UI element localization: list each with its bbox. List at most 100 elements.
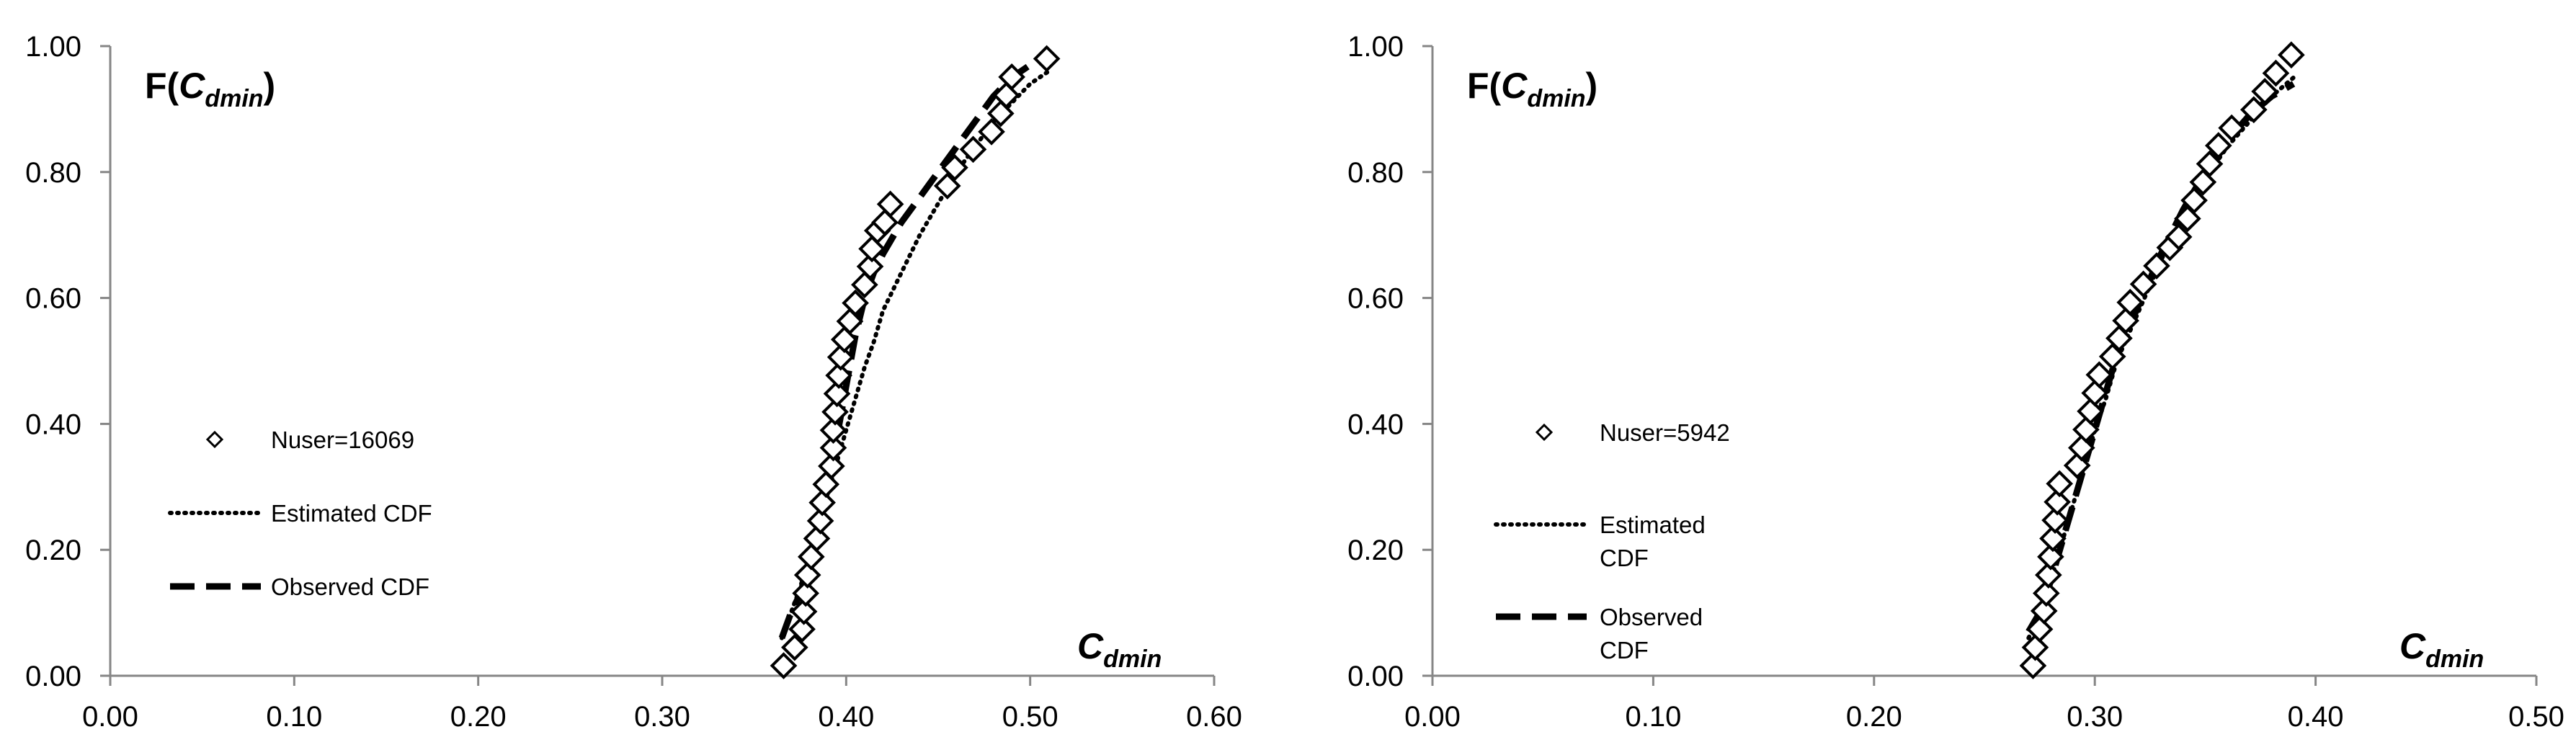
y-axis-title-y-title-var: C — [179, 66, 205, 106]
legend-label: Observed — [1600, 604, 1703, 630]
y-tick-label: 0.40 — [1347, 408, 1404, 440]
y-tick-label: 0.00 — [1347, 661, 1404, 692]
data-point — [842, 289, 869, 317]
legend-marker-diamond — [205, 430, 224, 449]
data-point — [998, 63, 1025, 91]
y-axis-title: F(Cdmin) — [145, 66, 275, 112]
data-point — [2085, 361, 2113, 389]
y-axis-title-y-title-suffix: ) — [1586, 66, 1598, 106]
legend-label: Nuser=16069 — [271, 426, 414, 453]
x-tick-label: 0.10 — [1625, 701, 1681, 733]
y-axis-title-y-title-prefix: F( — [145, 66, 179, 106]
y-tick-label: 0.40 — [25, 408, 81, 440]
y-axis-title-y-title-sub: dmin — [205, 85, 263, 112]
data-point — [2239, 96, 2268, 124]
data-point — [806, 507, 834, 535]
legend-label: Estimated CDF — [271, 500, 432, 527]
data-point — [2262, 59, 2290, 87]
x-tick-label: 0.40 — [818, 701, 874, 733]
x-tick-label: 0.00 — [1404, 701, 1461, 733]
y-tick-label: 0.80 — [1347, 157, 1404, 189]
x-axis-title-x-title-sub: dmin — [1103, 645, 1162, 673]
legend-label: CDF — [1600, 637, 1649, 664]
x-tick-label: 0.00 — [82, 701, 138, 733]
data-point — [978, 118, 1005, 146]
x-tick-label: 0.30 — [2067, 701, 2123, 733]
data-point — [2021, 633, 2049, 661]
y-tick-label: 0.20 — [1347, 535, 1404, 566]
x-tick-label: 0.50 — [1002, 701, 1059, 733]
data-point — [788, 615, 816, 643]
chart-left: 0.00 0.10 0.20 0.30 0.40 0.50 0.60 0.00 0.20 0.40… — [25, 31, 1242, 733]
data-point — [2116, 288, 2144, 316]
x-tick-label: 0.30 — [634, 701, 690, 733]
data-point — [821, 398, 849, 426]
data-point — [2044, 488, 2071, 516]
y-tick-label: 1.00 — [25, 31, 81, 63]
data-point — [781, 633, 808, 661]
y-tick-label: 0.60 — [1347, 283, 1404, 315]
data-point — [818, 452, 845, 480]
y-axis-title-y-title-suffix: ) — [264, 66, 276, 106]
data-point — [2112, 307, 2139, 334]
data-point — [2025, 615, 2054, 643]
data-point — [819, 434, 847, 462]
data-point — [2129, 270, 2157, 298]
x-tick-label: 0.50 — [2508, 701, 2564, 733]
data-point — [2019, 652, 2047, 679]
x-tick-label: 0.60 — [1186, 701, 1242, 733]
data-point — [2196, 150, 2224, 178]
x-tick-label: 0.20 — [1846, 701, 1902, 733]
x-axis-title: Cdmin — [1077, 626, 1162, 673]
x-axis-title: Cdmin — [2399, 626, 2484, 673]
data-point — [823, 380, 851, 408]
data-point — [933, 172, 961, 200]
data-point — [2165, 223, 2193, 251]
data-point — [2143, 252, 2170, 280]
data-point — [792, 579, 819, 607]
data-point — [2035, 561, 2062, 589]
data-point — [2039, 524, 2067, 553]
legend-label: Estimated — [1600, 511, 1706, 538]
legend-label: CDF — [1600, 545, 1649, 571]
data-point — [790, 598, 818, 625]
data-point — [856, 253, 884, 280]
y-tick-label: 0.20 — [25, 535, 81, 566]
estimated-cdf-line — [780, 69, 1051, 640]
y-axis-title: F(Cdmin) — [1467, 66, 1597, 112]
data-point — [2251, 78, 2278, 105]
data-point — [770, 652, 798, 679]
y-tick-label: 1.00 — [1347, 31, 1404, 63]
data-point — [2204, 132, 2232, 159]
data-point — [2278, 41, 2305, 69]
data-point — [2067, 434, 2095, 462]
y-axis-title-y-title-var: C — [1501, 66, 1528, 106]
chart-right: 0.00 0.10 0.20 0.30 0.40 0.50 0.00 0.20 0.40 0.60… — [1347, 31, 2564, 733]
y-tick-label: 0.80 — [25, 157, 81, 189]
data-point — [793, 561, 821, 589]
data-point — [2180, 187, 2208, 214]
data-point — [2030, 597, 2058, 625]
data-point — [2218, 114, 2245, 142]
data-point — [826, 343, 855, 371]
data-point — [2046, 470, 2074, 498]
x-tick-label: 0.40 — [2288, 701, 2344, 733]
legend-label: Nuser=5942 — [1600, 419, 1730, 446]
legend-label: Observed CDF — [271, 573, 429, 600]
data-point — [819, 416, 847, 444]
data-point — [959, 135, 987, 164]
data-point — [876, 190, 904, 218]
data-point — [808, 488, 836, 517]
x-tick-label: 0.10 — [266, 701, 322, 733]
data-point — [2077, 398, 2104, 425]
y-axis-title-y-title-sub: dmin — [1527, 85, 1585, 112]
x-axis-title-x-title-var: C — [2399, 626, 2426, 666]
data-point — [1033, 45, 1061, 73]
data-point — [2072, 416, 2100, 444]
data-point — [2081, 379, 2109, 407]
data-point — [803, 524, 831, 553]
y-tick-label: 0.60 — [25, 283, 81, 315]
data-point — [2037, 542, 2064, 571]
